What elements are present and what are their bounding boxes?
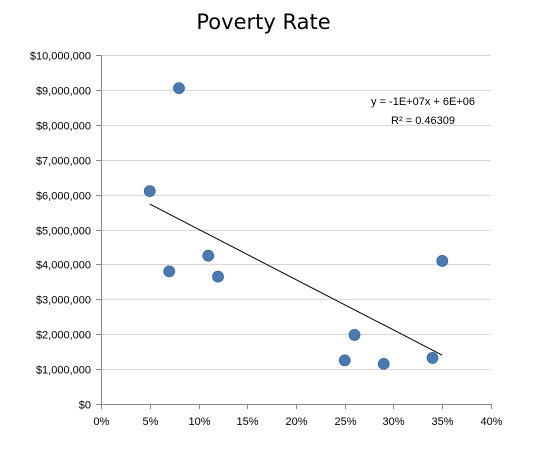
x-tick-label: 30% (382, 416, 404, 428)
y-tick-label: $7,000,000 (36, 156, 91, 168)
data-point (173, 82, 185, 95)
data-point (377, 357, 390, 370)
y-tick-label: $6,000,000 (36, 191, 91, 203)
y-tick-label: $1,000,000 (36, 365, 91, 377)
data-point (436, 255, 449, 267)
x-tick-label: 40% (480, 416, 502, 428)
x-tick-label: 25% (334, 416, 356, 428)
data-point (348, 328, 361, 341)
trendline-r-squared-text: R² = 0.46309 (391, 115, 455, 127)
x-tick-label: 15% (236, 416, 258, 428)
x-tick-labels: 0% 5% 10% 15% 20% 25% 30% 35% 40% (94, 416, 503, 428)
y-tick-label: $5,000,000 (36, 226, 91, 238)
axes (96, 55, 492, 409)
y-tick-label: $10,000,000 (30, 51, 91, 63)
y-tick-label: $8,000,000 (36, 121, 91, 133)
trendline-equation-text: y = -1E+07x + 6E+06 (371, 96, 475, 108)
y-tick-label: $0 (79, 400, 91, 412)
gridlines (101, 55, 491, 370)
x-tick-label: 0% (94, 416, 110, 428)
data-points (143, 82, 449, 370)
data-point (426, 352, 439, 364)
x-tick-label: 5% (143, 416, 159, 428)
data-point (143, 185, 156, 198)
data-point (212, 270, 224, 283)
x-tick-label: 10% (188, 416, 210, 428)
y-tick-label: $3,000,000 (36, 295, 91, 307)
data-point (163, 265, 176, 278)
x-tick-label: 20% (285, 416, 307, 428)
y-tick-labels: $0 $1,000,000 $2,000,000 $3,000,000 $4,000,0… (30, 51, 91, 412)
y-tick-label: $4,000,000 (36, 260, 91, 272)
data-point (338, 354, 351, 367)
data-point (202, 249, 215, 262)
x-tick-label: 35% (431, 416, 453, 428)
trendline-equation: y = -1E+07x + 6E+06 R² = 0.46309 (371, 96, 475, 127)
trendline-group (149, 203, 443, 356)
y-tick-label: $9,000,000 (36, 86, 91, 98)
chart-title: Poverty Rate (196, 10, 331, 34)
y-tick-label: $2,000,000 (36, 330, 91, 342)
trendline (149, 203, 443, 356)
